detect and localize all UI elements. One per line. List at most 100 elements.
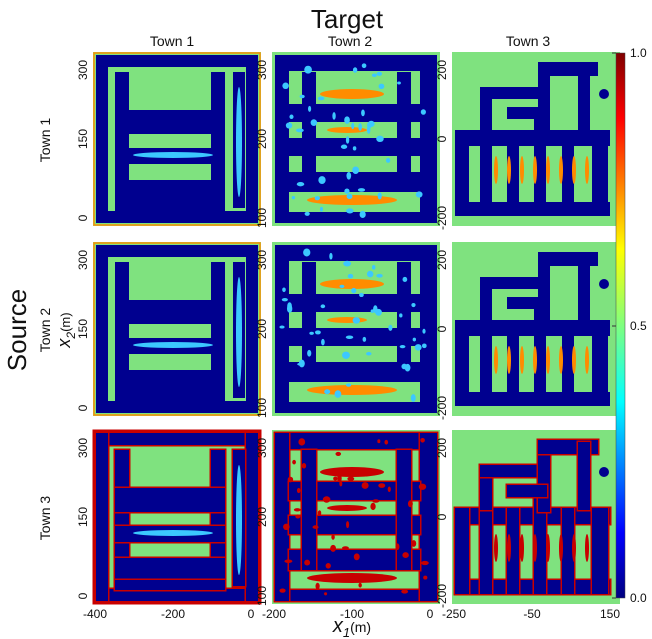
road-segment: [246, 55, 258, 223]
heat-blob: [325, 563, 331, 569]
y-tick-label: 0: [435, 513, 449, 520]
road-segment: [534, 490, 546, 594]
heat-blob: [342, 351, 350, 359]
heat-blob: [307, 385, 397, 395]
heat-blob: [291, 196, 296, 200]
heat-blob: [315, 582, 320, 590]
x-tick-label: -50: [523, 607, 541, 621]
road-segment: [289, 550, 420, 570]
heat-blob: [133, 152, 213, 158]
heat-blob: [357, 188, 366, 192]
heat-blob: [307, 195, 397, 205]
heat-blob: [295, 514, 301, 519]
heat-blob: [387, 486, 391, 493]
y-tick-label: 300: [76, 60, 90, 80]
heat-blob: [371, 265, 376, 270]
road-segment: [562, 130, 574, 216]
heat-blob: [304, 559, 311, 566]
heat-blob: [342, 546, 349, 550]
heat-blob: [572, 156, 576, 184]
heat-blob: [559, 534, 563, 562]
y-tick-label: 150: [76, 319, 90, 339]
heat-blob: [344, 116, 350, 124]
source-label: Source: [2, 289, 32, 371]
heat-blob: [320, 279, 384, 289]
heat-blob: [546, 346, 550, 374]
heat-blob: [422, 328, 426, 334]
heat-blob: [308, 105, 312, 112]
heat-blob: [324, 592, 328, 596]
heat-blob: [385, 158, 391, 163]
row-header-town3: Town 3: [37, 496, 53, 541]
road-segment: [455, 508, 469, 594]
road-segment: [115, 558, 225, 580]
y-tick-label: 300: [255, 438, 269, 458]
heat-blob: [337, 474, 342, 483]
y-tick-label: 0: [76, 214, 90, 221]
heat-blob: [377, 192, 382, 200]
heat-blob: [327, 317, 367, 323]
heat-blob: [546, 534, 550, 562]
road-segment: [211, 72, 225, 206]
heat-blob: [279, 325, 285, 329]
heat-blob: [330, 544, 336, 552]
heat-blob: [283, 523, 290, 531]
colorbar: 1.0 0.5 0.0: [612, 46, 647, 605]
heat-blob: [361, 63, 367, 69]
y-tick-label: 300: [255, 60, 269, 80]
heat-blob: [133, 342, 213, 348]
heat-blob: [133, 530, 213, 536]
x-tick-label: -100: [340, 607, 364, 621]
road-segment: [289, 516, 420, 534]
y-tick-label: 0: [76, 592, 90, 599]
road-segment: [115, 300, 225, 324]
x-tick-label: 0: [248, 607, 255, 621]
heat-blob: [546, 156, 550, 184]
road-segment: [211, 262, 225, 396]
heat-blob: [322, 496, 331, 503]
heat-blob: [352, 317, 361, 324]
y-tick-label: 200: [255, 507, 269, 527]
road-segment: [302, 450, 316, 570]
road-segment: [480, 277, 550, 289]
road-segment: [275, 212, 437, 223]
road-segment: [96, 433, 258, 445]
heat-blob: [507, 346, 511, 374]
heat-blob: [494, 534, 498, 562]
heat-blob: [415, 191, 423, 198]
road-segment: [115, 370, 225, 392]
heat-blob: [402, 552, 409, 559]
heat-blob: [343, 260, 352, 267]
heat-blob: [585, 156, 589, 184]
road-segment: [592, 320, 608, 406]
road-segment: [455, 320, 469, 406]
y-tick-label: 0: [76, 404, 90, 411]
road-segment: [289, 482, 420, 500]
x-tick-label: -200: [262, 607, 286, 621]
road-segment: [96, 55, 258, 67]
y-tick-label: 200: [435, 250, 449, 270]
heat-blob: [377, 439, 381, 444]
heat-blob: [559, 346, 563, 374]
heat-blob: [347, 476, 355, 481]
panel-town3-to-town1: 0 150 300 -400 -200 0: [76, 429, 262, 621]
heat-blob: [411, 540, 417, 547]
x-tick-label: -400: [83, 607, 107, 621]
road-segment: [302, 72, 316, 192]
y-tick-label: 200: [435, 438, 449, 458]
heat-blob: [293, 508, 301, 512]
heat-blob: [282, 287, 286, 293]
heat-blob: [345, 335, 354, 339]
heat-blob: [559, 156, 563, 184]
road-segment: [562, 508, 574, 594]
road-segment: [275, 433, 437, 449]
heat-blob: [317, 510, 322, 516]
y-tick-label: 0: [435, 325, 449, 332]
heat-blob: [320, 467, 384, 477]
heat-blob: [378, 83, 385, 90]
heat-blob: [520, 156, 524, 184]
heat-blob: [327, 505, 367, 511]
heat-blob: [287, 302, 292, 311]
heat-blob: [279, 588, 286, 593]
y-tick-label: 100: [255, 586, 269, 606]
